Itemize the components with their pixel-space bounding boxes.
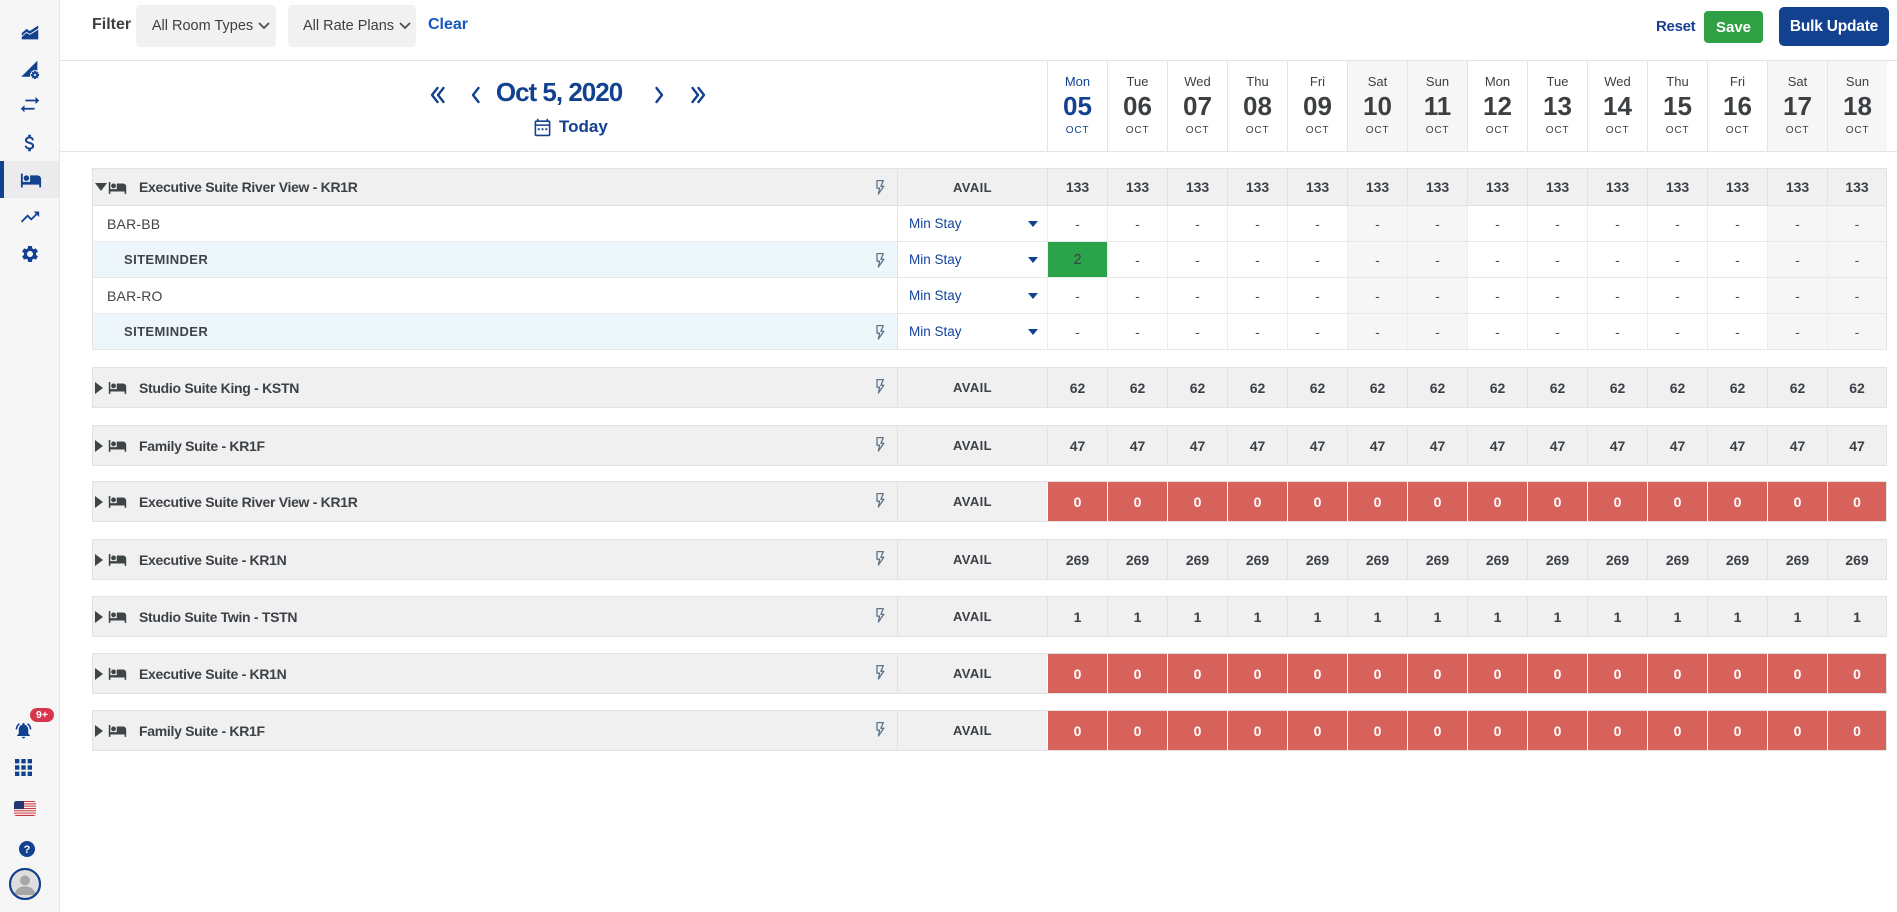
svg-text:?: ? (24, 844, 31, 856)
